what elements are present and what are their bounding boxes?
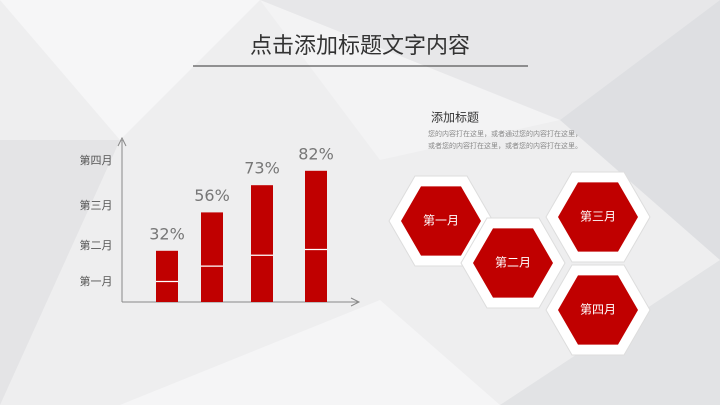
value-label: 82%	[298, 144, 334, 163]
bar	[156, 250, 178, 302]
hexagon	[558, 275, 638, 345]
y-label: 第三月	[80, 198, 113, 212]
hexagon-label: 第三月	[580, 210, 616, 224]
value-label: 56%	[194, 186, 230, 205]
slide-title: 点击添加标题文字内容	[250, 34, 470, 59]
side-heading: 添加标题	[431, 111, 479, 125]
y-arrow	[117, 136, 127, 147]
x-arrow	[350, 297, 361, 307]
y-label: 第二月	[80, 238, 113, 252]
y-label: 第四月	[80, 153, 113, 167]
hexagon-label: 第四月	[580, 303, 616, 317]
hexagon	[558, 182, 638, 252]
bar	[201, 212, 223, 302]
hexagon	[401, 186, 481, 256]
bar	[305, 170, 327, 302]
y-label: 第一月	[80, 274, 113, 288]
value-label: 32%	[149, 224, 185, 243]
value-label: 73%	[244, 159, 280, 178]
hexagon-label: 第二月	[495, 256, 531, 270]
hexagon	[473, 228, 553, 298]
bar	[251, 185, 273, 302]
side-body: 您的内容打在这里，或者通过您的内容打在这里，或者您的内容打在这里，或者您的内容打…	[428, 130, 582, 150]
hexagon-label: 第一月	[423, 214, 459, 228]
